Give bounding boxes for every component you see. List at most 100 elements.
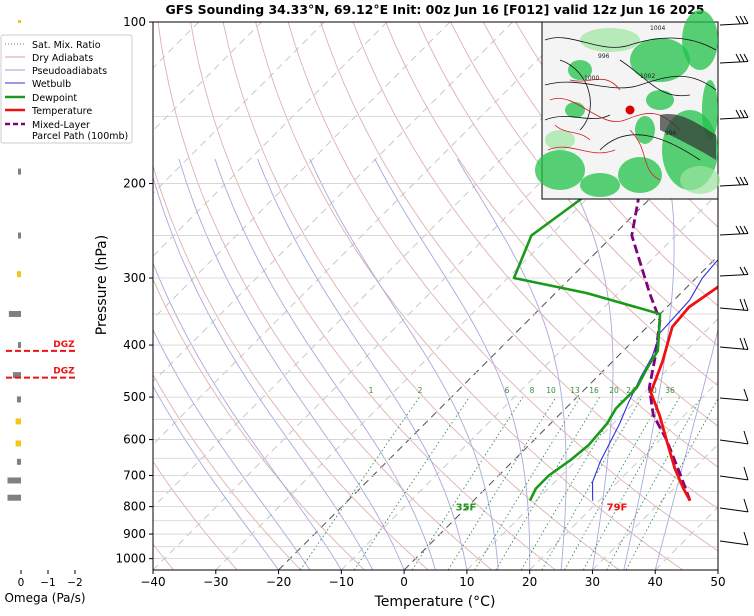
barb-staff xyxy=(720,118,748,119)
barb-flag xyxy=(740,177,744,185)
barb-flag xyxy=(740,16,744,24)
pseudoadiabat-line xyxy=(258,159,467,570)
x-tick-label: −40 xyxy=(140,575,165,589)
barb-flag xyxy=(740,54,744,62)
barb-flag xyxy=(744,299,748,310)
legend-label: Sat. Mix. Ratio xyxy=(32,40,101,51)
barb-staff xyxy=(720,185,748,186)
legend-label: Parcel Path (100mb) xyxy=(32,131,128,142)
y-tick-label: 500 xyxy=(123,390,146,404)
barb-flag xyxy=(744,110,748,118)
legend-label: Temperature xyxy=(31,106,92,117)
barb-flag xyxy=(740,299,744,310)
location-marker xyxy=(626,106,635,115)
barb-flag xyxy=(744,267,748,275)
barb-staff xyxy=(720,24,748,25)
legend-label: Pseudoadiabats xyxy=(32,66,107,77)
y-axis-label: Pressure (hPa) xyxy=(94,235,110,335)
omega-bar xyxy=(17,396,21,402)
mixing-ratio-label: 36 xyxy=(665,386,675,395)
surface-label: 79F xyxy=(607,503,628,514)
omega-axis-label: Omega (Pa/s) xyxy=(4,591,85,605)
barb-flag xyxy=(740,110,744,118)
omega-bar xyxy=(18,169,21,175)
precip-area xyxy=(646,90,674,110)
precip-area-light xyxy=(580,28,640,52)
barb-staff xyxy=(720,541,748,545)
barb-flag xyxy=(744,389,748,400)
barb-flag xyxy=(744,338,748,349)
wind-barb xyxy=(720,177,748,186)
omega-bar xyxy=(17,459,21,465)
barb-flag xyxy=(740,338,744,349)
mixing-ratio-label: 10 xyxy=(546,386,556,395)
pseudoadiabat-line xyxy=(375,159,530,570)
barb-staff xyxy=(720,508,748,512)
mixing-ratio-label: 2 xyxy=(418,386,423,395)
barb-flag xyxy=(736,54,740,62)
mixing-ratio-label: 1 xyxy=(369,386,374,395)
barb-flag xyxy=(744,177,748,185)
contour-label: 996 xyxy=(665,130,677,137)
wind-barb xyxy=(720,226,748,235)
wind-barb xyxy=(720,267,748,276)
dry-adiabat-line xyxy=(743,22,754,570)
mixing-ratio-label: 13 xyxy=(570,386,580,395)
mixing-ratio-line xyxy=(626,397,719,570)
barb-flag xyxy=(744,499,748,512)
barb-staff xyxy=(720,476,748,480)
mixing-ratio-label: 8 xyxy=(530,386,535,395)
pseudoadiabat-line xyxy=(148,159,373,570)
x-tick-label: −10 xyxy=(329,575,354,589)
omega-bar xyxy=(18,342,21,348)
isotherm-line xyxy=(718,22,754,570)
precip-area xyxy=(618,157,662,193)
contour-label: 996 xyxy=(598,53,610,60)
pseudoadiabat-line xyxy=(179,159,404,570)
dgz-label: DGZ xyxy=(53,340,75,350)
wind-barb xyxy=(720,467,748,480)
y-tick-label: 100 xyxy=(123,15,146,29)
precip-area xyxy=(535,150,585,190)
x-tick-label: 50 xyxy=(710,575,725,589)
barb-staff xyxy=(720,398,748,400)
omega-tick-label: 0 xyxy=(18,577,25,589)
barb-flag xyxy=(744,431,748,444)
y-tick-label: 300 xyxy=(123,271,146,285)
omega-bar xyxy=(16,418,21,424)
barb-flag xyxy=(740,267,744,275)
x-tick-label: 30 xyxy=(585,575,600,589)
barb-flag xyxy=(736,110,740,118)
precip-area xyxy=(580,173,620,197)
barb-flag xyxy=(736,177,740,185)
barb-flag xyxy=(744,226,748,234)
precip-area xyxy=(565,102,585,118)
chart-title: GFS Sounding 34.33°N, 69.12°E Init: 00z … xyxy=(166,2,705,17)
omega-marker xyxy=(18,20,21,23)
x-axis-label: Temperature (°C) xyxy=(374,594,496,610)
mixing-ratio-line xyxy=(542,397,642,570)
y-tick-label: 200 xyxy=(123,177,146,191)
mixing-ratio-line xyxy=(412,397,523,570)
wind-barb xyxy=(720,54,748,63)
mixing-ratio-line xyxy=(583,397,679,570)
precip-area xyxy=(630,38,690,82)
dgz-label: DGZ xyxy=(53,367,75,377)
barb-staff xyxy=(720,440,748,444)
omega-bar xyxy=(9,311,21,317)
barb-flag xyxy=(744,54,748,62)
omega-tick-label: −1 xyxy=(40,577,55,589)
x-tick-label: 10 xyxy=(459,575,474,589)
mixing-ratio-line xyxy=(354,397,469,570)
contour-label: 1000 xyxy=(584,75,599,82)
legend-label: Mixed-Layer xyxy=(32,120,90,131)
barb-staff xyxy=(720,234,748,235)
legend-label: Wetbulb xyxy=(32,79,71,90)
barb-flag xyxy=(736,226,740,234)
barb-flag xyxy=(744,467,748,480)
barb-flag xyxy=(744,16,748,24)
mixing-ratio-line xyxy=(300,397,419,570)
